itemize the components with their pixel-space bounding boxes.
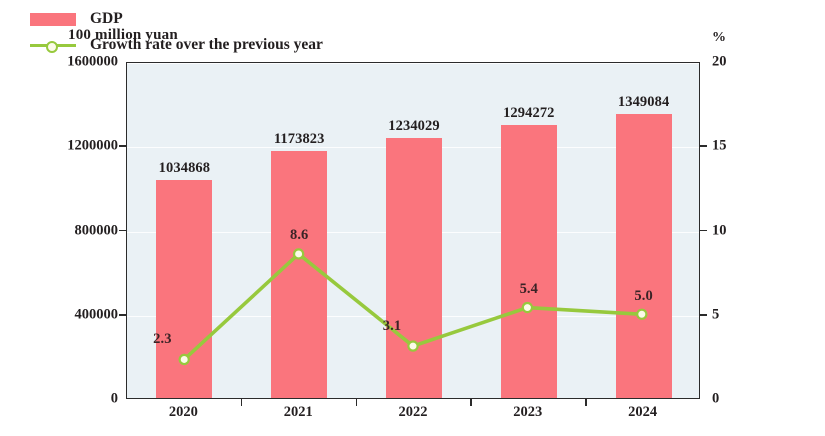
bar [615, 113, 672, 398]
growth-rate-value-label: 3.1 [382, 317, 402, 334]
right-axis-tick-label: 15 [712, 137, 727, 154]
right-axis-tick-mark [700, 229, 707, 232]
bar-value-label: 1234029 [388, 118, 440, 135]
growth-rate-marker [636, 308, 648, 320]
left-axis-tick-label: 1600000 [67, 53, 118, 70]
legend-line-marker-icon [30, 38, 76, 53]
right-axis-unit-label: % [712, 30, 727, 45]
right-axis-tick-mark [700, 145, 707, 148]
x-axis-tick-mark [585, 399, 587, 406]
growth-rate-marker [407, 340, 419, 352]
right-axis-tick-label: 5 [712, 306, 720, 323]
x-axis-tick-mark [240, 399, 243, 406]
left-axis-tick-mark [119, 229, 126, 232]
x-axis-tick-label: 2024 [628, 404, 658, 420]
bar [500, 125, 557, 398]
legend-bar-swatch-icon [30, 12, 76, 26]
growth-rate-value-label: 5.0 [634, 287, 653, 304]
growth-rate-value-label: 8.6 [289, 227, 309, 244]
right-axis-tick-label: 20 [712, 53, 727, 70]
plot-area: 1034868 1173823 1234029 1294272 1349084 2.3 8.… [126, 62, 700, 399]
growth-rate-value-label: 2.3 [153, 331, 172, 348]
chart-legend: GDP Growth rate over the previous year [30, 8, 323, 60]
right-axis-tick-label: 10 [712, 222, 727, 238]
legend-item-growth-rate: Growth rate over the previous year [30, 34, 323, 56]
bar [271, 150, 328, 398]
x-axis-tick-mark [355, 399, 358, 406]
growth-rate-value-label: 5.4 [519, 281, 539, 297]
left-axis-tick-label: 400000 [74, 306, 119, 323]
growth-rate-marker [292, 248, 305, 260]
legend-label-gdp: GDP [90, 10, 123, 27]
left-axis-tick-mark [119, 145, 126, 148]
legend-label-growth-rate: Growth rate over the previous year [90, 36, 323, 53]
bar [386, 138, 442, 398]
bar-value-label: 1173823 [273, 130, 325, 147]
right-axis-tick-mark [700, 313, 707, 316]
right-axis-tick-label: 0 [712, 390, 720, 407]
bar-value-label: 1034868 [158, 160, 211, 177]
bar-value-label: 1294272 [503, 105, 555, 122]
gridline [127, 63, 699, 64]
growth-rate-line-series [178, 248, 648, 366]
legend-item-gdp: GDP [30, 8, 323, 30]
x-axis-tick-label: 2023 [513, 404, 543, 420]
bar-value-label: 1349084 [617, 93, 670, 110]
x-axis-tick-mark [470, 399, 472, 406]
left-axis-tick-label: 0 [110, 390, 118, 407]
growth-rate-marker [178, 353, 190, 366]
left-axis-tick-label: 800000 [74, 222, 119, 238]
left-axis-tick-mark [119, 313, 126, 316]
x-axis-tick-label: 2021 [283, 404, 313, 420]
growth-rate-marker [521, 301, 534, 314]
right-axis-ticks: 20 15 10 5 0 [712, 0, 792, 436]
left-axis-unit-label: 100 million yuan [68, 27, 178, 43]
x-axis-tick-label: 2020 [168, 404, 198, 420]
left-axis-tick-label: 1200000 [67, 137, 118, 154]
x-axis-tick-label: 2022 [398, 404, 428, 420]
left-axis-ticks: 1600000 1200000 800000 400000 0 [0, 0, 118, 436]
